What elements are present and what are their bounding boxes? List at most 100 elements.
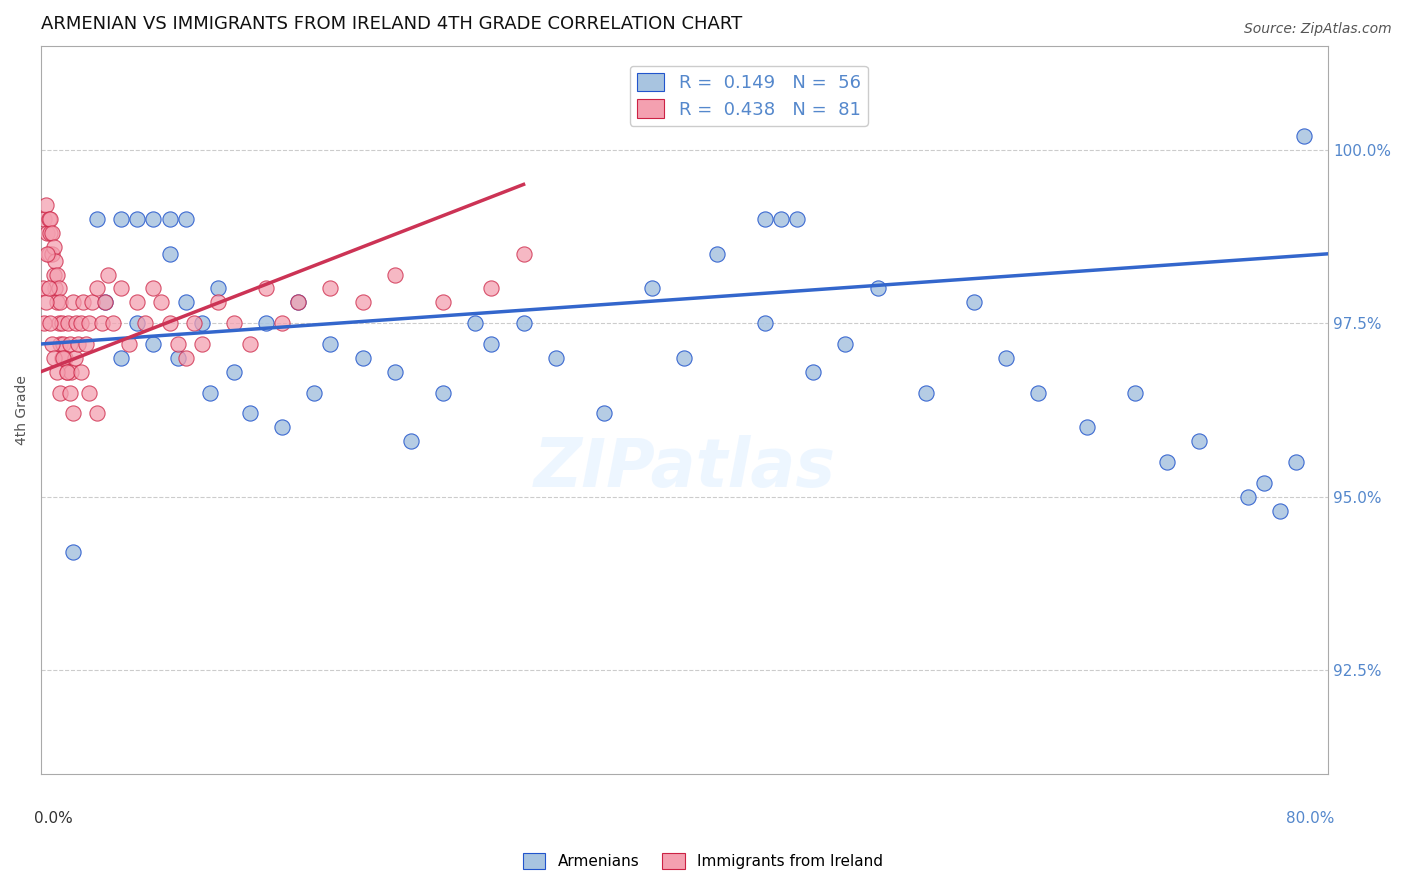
Point [287, 295, 309, 310]
Point [42, 240, 65, 254]
Point [479, 281, 502, 295]
Point [1156, 455, 1178, 469]
Point [44, 281, 66, 295]
Point [39, 212, 62, 227]
Point [48, 281, 70, 295]
Point [110, 351, 132, 365]
Point [51, 316, 73, 330]
Point [166, 337, 188, 351]
Point [38, 281, 60, 295]
Point [39, 316, 62, 330]
Point [271, 316, 294, 330]
Point [142, 337, 165, 351]
Point [127, 316, 149, 330]
Point [63, 351, 86, 365]
Point [1285, 455, 1308, 469]
Point [222, 316, 245, 330]
Point [287, 295, 309, 310]
Point [479, 337, 502, 351]
Point [86, 406, 108, 420]
Point [183, 316, 205, 330]
Text: 0.0%: 0.0% [34, 811, 73, 826]
Point [39, 226, 62, 240]
Point [1268, 503, 1291, 517]
Point [34, 198, 56, 212]
Point [207, 281, 229, 295]
Point [834, 337, 856, 351]
Point [53, 351, 76, 365]
Point [673, 351, 696, 365]
Point [62, 545, 84, 559]
Point [384, 365, 406, 379]
Point [75, 337, 97, 351]
Point [110, 212, 132, 227]
Point [222, 365, 245, 379]
Text: ARMENIAN VS IMMIGRANTS FROM IRELAND 4TH GRADE CORRELATION CHART: ARMENIAN VS IMMIGRANTS FROM IRELAND 4TH … [41, 15, 742, 33]
Point [52, 337, 75, 351]
Point [127, 212, 149, 227]
Point [1236, 490, 1258, 504]
Point [103, 316, 125, 330]
Point [432, 295, 454, 310]
Point [60, 365, 83, 379]
Point [70, 316, 93, 330]
Point [254, 316, 277, 330]
Point [49, 337, 72, 351]
Point [1123, 385, 1146, 400]
Point [48, 316, 70, 330]
Point [44, 253, 66, 268]
Point [45, 295, 67, 310]
Point [134, 316, 156, 330]
Point [38, 247, 60, 261]
Point [32, 281, 55, 295]
Point [32, 212, 55, 227]
Point [319, 281, 342, 295]
Point [1076, 420, 1098, 434]
Point [65, 316, 87, 330]
Point [49, 295, 72, 310]
Point [77, 316, 100, 330]
Point [271, 420, 294, 434]
Point [55, 365, 77, 379]
Y-axis label: 4th Grade: 4th Grade [15, 375, 30, 445]
Point [384, 268, 406, 282]
Legend: R =  0.149   N =  56, R =  0.438   N =  81: R = 0.149 N = 56, R = 0.438 N = 81 [630, 66, 868, 126]
Point [37, 247, 59, 261]
Point [769, 212, 792, 227]
Point [41, 247, 63, 261]
Point [127, 295, 149, 310]
Point [544, 351, 567, 365]
Point [38, 212, 60, 227]
Point [593, 406, 616, 420]
Point [512, 316, 534, 330]
Point [239, 406, 262, 420]
Point [1028, 385, 1050, 400]
Point [641, 281, 664, 295]
Point [45, 365, 67, 379]
Point [142, 281, 165, 295]
Point [56, 316, 79, 330]
Point [866, 281, 889, 295]
Point [45, 268, 67, 282]
Point [754, 212, 776, 227]
Point [963, 295, 986, 310]
Text: Source: ZipAtlas.com: Source: ZipAtlas.com [1244, 22, 1392, 37]
Point [66, 337, 89, 351]
Point [118, 337, 141, 351]
Point [41, 226, 63, 240]
Point [70, 365, 93, 379]
Point [52, 351, 75, 365]
Point [319, 337, 342, 351]
Point [110, 281, 132, 295]
Point [94, 295, 117, 310]
Point [512, 247, 534, 261]
Text: ZIPatlas: ZIPatlas [533, 435, 835, 501]
Point [77, 385, 100, 400]
Point [59, 385, 82, 400]
Text: 80.0%: 80.0% [1286, 811, 1334, 826]
Point [142, 212, 165, 227]
Point [34, 295, 56, 310]
Point [51, 351, 73, 365]
Point [42, 351, 65, 365]
Point [352, 295, 374, 310]
